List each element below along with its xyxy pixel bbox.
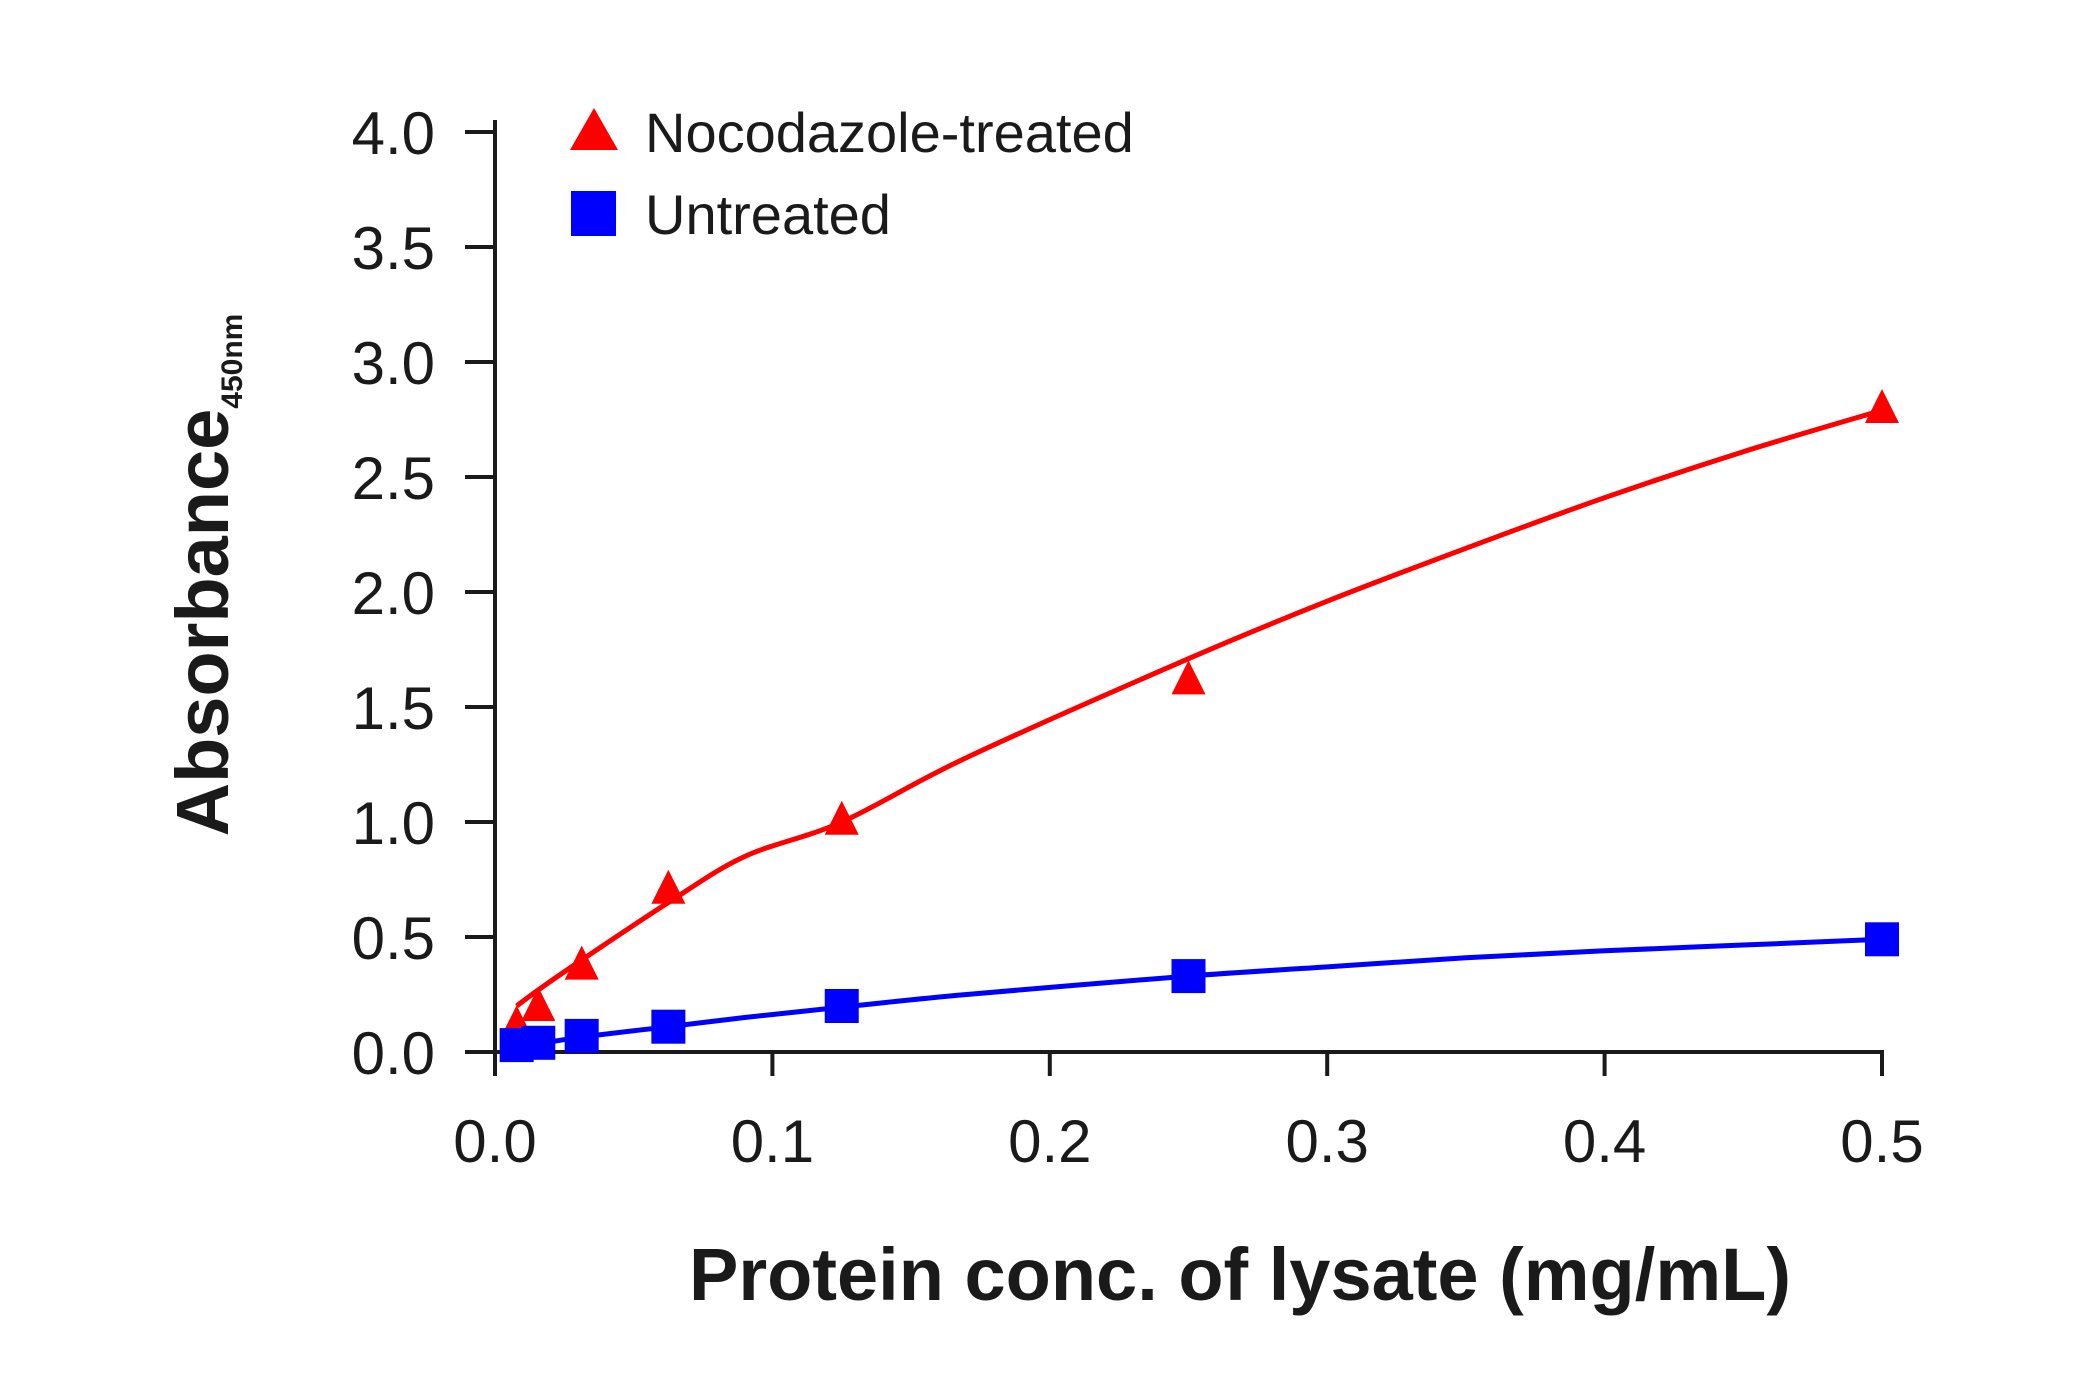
y-tick-label: 2.0 [352,560,435,627]
y-axis-title-main: Absorbance [161,409,244,837]
x-tick-label: 0.0 [453,1108,536,1175]
legend-marker-square [571,191,616,236]
y-tick-label: 1.0 [352,790,435,857]
marker-square [651,1009,686,1044]
marker-triangle [564,945,599,980]
y-tick-label: 3.5 [352,215,435,282]
x-tick-label: 0.3 [1285,1108,1368,1175]
y-axis-title-subscript: 450nm [216,314,249,409]
y-tick-label: 4.0 [352,100,435,167]
y-tick-label: 0.0 [352,1020,435,1087]
x-tick-label: 0.1 [731,1108,814,1175]
x-tick-label: 0.5 [1840,1108,1923,1175]
legend-marker-triangle [570,108,618,150]
x-axis-title: Protein conc. of lysate (mg/mL) [689,1233,1791,1316]
marker-triangle [824,800,859,835]
marker-triangle [651,869,686,904]
y-axis-title-group: Absorbance450nm [161,314,249,837]
marker-triangle [521,987,556,1021]
x-tick-label: 0.4 [1563,1108,1646,1175]
fit-line-series-1 [516,936,1883,1050]
fit-line-series-0 [515,407,1883,1009]
marker-square [521,1025,556,1060]
axes [465,120,1884,1054]
x-tick-label: 0.2 [1008,1108,1091,1175]
marker-square [824,989,859,1023]
data-markers [499,389,1899,1063]
y-tick-label: 3.0 [352,330,435,397]
fit-lines [515,407,1883,1050]
marker-triangle [1171,660,1206,695]
y-axis-title: Absorbance450nm [161,314,249,837]
marker-square [564,1018,599,1053]
y-tick-label: 0.5 [352,905,435,972]
marker-triangle [1865,389,1899,423]
legend-label-nocodazole: Nocodazole-treated [645,101,1134,164]
x-ticks: 0.0 0.1 0.2 0.3 0.4 0.5 [453,1052,1924,1175]
y-tick-label: 2.5 [352,445,435,512]
marker-square [1865,922,1899,957]
legend-label-untreated: Untreated [645,183,891,246]
y-tick-label: 1.5 [352,675,435,742]
marker-square [1171,959,1206,994]
legend: Nocodazole-treated Untreated [570,101,1134,246]
y-ticks: 0.0 0.5 1.0 1.5 2.0 2.5 3.0 3.5 4.0 [352,100,495,1087]
